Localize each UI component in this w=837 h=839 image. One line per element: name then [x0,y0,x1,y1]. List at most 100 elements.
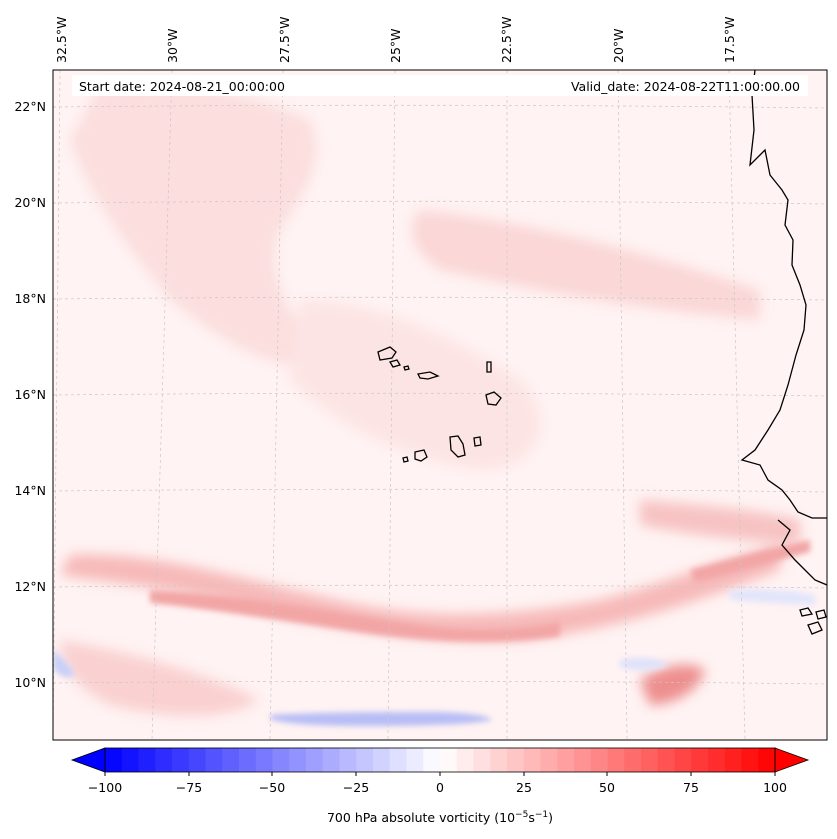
colorbar-min-extension [70,747,106,773]
colorbar-cell [641,748,659,772]
map-frame [52,69,828,741]
colorbar-label-exp1: −5 [515,810,528,820]
colorbar-tick-label-7: 75 [683,780,699,795]
colorbar-cell [574,748,592,772]
colorbar-cell [339,748,357,772]
colorbar-cell [356,748,374,772]
positive-vorticity-streak-east [690,540,810,582]
positive-vorticity-region-south-band [60,545,780,641]
africa-coastline [740,70,827,519]
negative-vorticity-south [270,712,492,726]
colorbar-cell [406,748,424,772]
colorbar-tick-label-8: 100 [763,780,787,795]
gridline-lon-30 [151,70,173,740]
gridline-lat-20 [53,200,827,205]
cape-verde-boa-vista [485,391,502,406]
colorbar-tick-label-0: −100 [88,780,122,795]
cape-verde-sao-nicolau [417,371,440,380]
cape-verde-santa-luzia [403,365,410,371]
colorbar-cell [289,748,307,772]
colorbar-label-end: ) [548,810,553,825]
colorbar-cell [423,748,441,772]
colorbar-cell [172,748,190,772]
cape-verde-santiago [449,435,466,458]
colorbar-cell [607,748,625,772]
colorbar-cell [557,748,575,772]
positive-vorticity-region-north [70,84,330,366]
lat-label-16n: 16°N [14,387,46,402]
gridline-lat-14 [53,488,827,493]
colorbar-cell [523,748,542,772]
bijagos-island-3 [815,609,827,620]
bijagos-island-1 [799,607,814,617]
colorbar-cell [674,748,692,772]
colorbar-cells [105,748,776,772]
negative-vorticity-southeast [620,657,670,671]
colorbar-cell [121,748,140,772]
cape-verde-santo-antao [377,346,397,361]
colorbar-cell [440,748,458,772]
lon-label-20w: 20°W [611,28,626,63]
colorbar-label-exp2: −1 [535,810,548,820]
colorbar-tick-label-3: −25 [343,780,369,795]
gridline-lon-17-5 [728,70,746,740]
colorbar-cell [306,748,324,772]
colorbar-cell [138,748,156,772]
lon-label-32-5w: 32.5°W [54,17,69,63]
colorbar-cell [373,748,391,772]
colorbar-cell [239,748,257,772]
colorbar-cell [590,748,609,772]
colorbar-cell [473,748,491,772]
colorbar-cell [222,748,240,772]
colorbar-tick-label-2: −50 [259,780,285,795]
start-date-label: Start date: 2024-08-21_00:00:00 [79,79,285,94]
gridline-lon-20 [617,70,628,740]
lat-label-10n: 10°N [14,675,46,690]
gridline-lat-22 [53,104,827,109]
gridline-lon-32-5 [53,70,61,740]
graticule [53,70,827,740]
map-panel: Start date: 2024-08-21_00:00:00 Valid_da… [52,69,828,741]
colorbar-cell [724,748,743,772]
lat-label-20n: 20°N [14,195,46,210]
colorbar-cell [155,748,173,772]
lat-label-14n: 14°N [14,483,46,498]
gridline-lat-18 [53,296,827,301]
lon-label-27-5w: 27.5°W [277,17,292,63]
latitude-labels: 22°N 20°N 18°N 16°N 14°N 12°N 10°N [14,99,46,690]
negative-vorticity-east-coast [730,589,815,605]
colorbar-ticks: −100 −75 −50 −25 0 25 50 75 100 [88,772,787,795]
colorbar-cell [624,748,642,772]
colorbar-tick-label-1: −75 [176,780,202,795]
lon-label-25w: 25°W [388,28,403,63]
colorbar-label: 700 hPa absolute vorticity (10−5s−1) [327,810,553,825]
colorbar-tick-label-6: 50 [599,780,615,795]
positive-vorticity-region-band [411,210,760,320]
lon-label-30w: 30°W [165,28,180,63]
lat-label-18n: 18°N [14,291,46,306]
negative-vorticity-southwest [53,650,75,678]
colorbar-label-mid: s [528,810,535,825]
cape-verde-sal [486,361,492,373]
coastlines [377,70,827,635]
colorbar-cell [105,748,123,772]
lon-label-22-5w: 22.5°W [499,17,514,63]
africa-coastline-south [777,519,827,586]
cape-verde-fogo [414,449,428,462]
colorbar-cell [540,748,558,772]
date-banner [72,75,808,96]
gridline-lon-25 [387,70,396,740]
cape-verde-sao-vicente [389,359,401,368]
colorbar-cell [657,748,676,772]
colorbar-cell [255,748,274,772]
positive-vorticity-region-central [290,300,541,470]
colorbar-max-extension [774,747,810,773]
colorbar-cell [322,748,341,772]
colorbar-cell [758,748,776,772]
gridline-lat-16 [53,392,827,397]
lat-label-22n: 22°N [14,99,46,114]
lat-label-12n: 12°N [14,579,46,594]
gridline-lon-27-5 [269,70,284,740]
colorbar-cell [456,748,475,772]
